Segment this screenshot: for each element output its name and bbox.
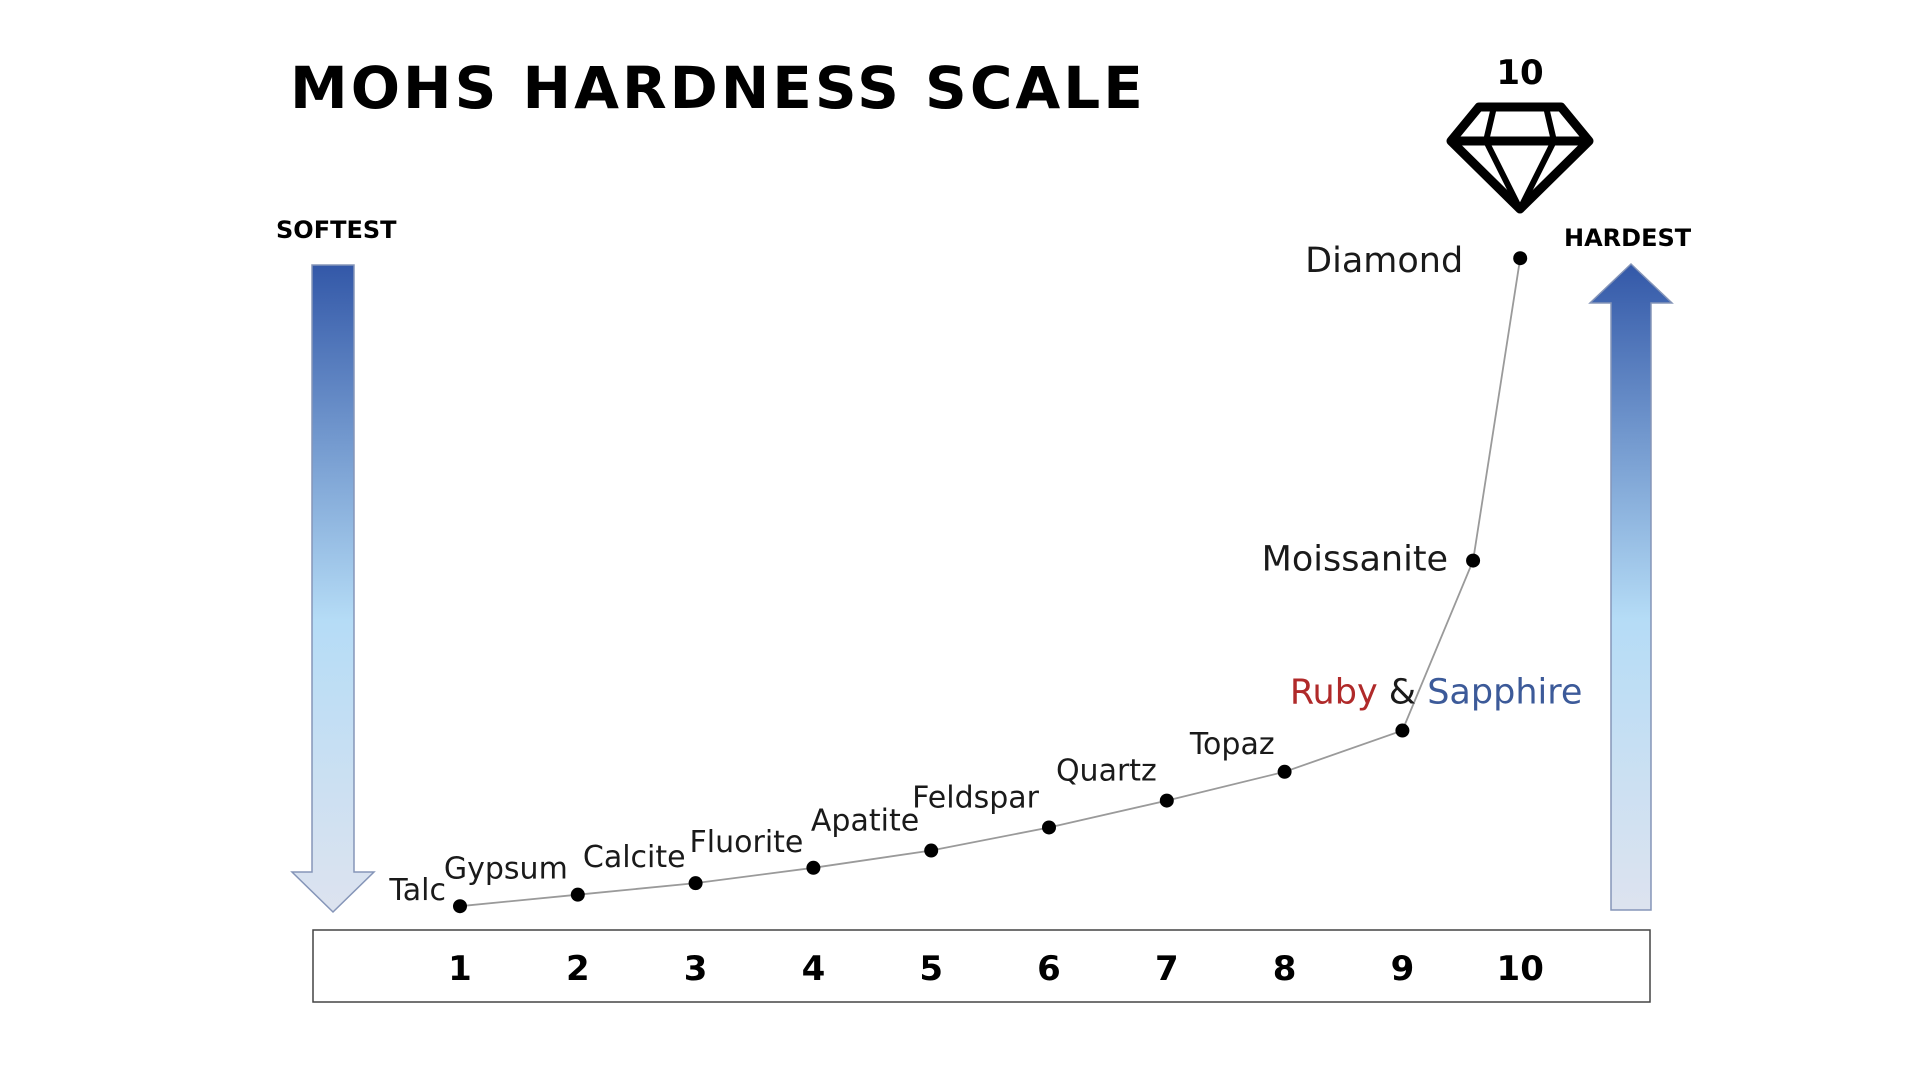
x-axis-ticks: 1 2 3 4 5 6 7 8 9 10 — [448, 949, 1544, 989]
hardest-up-arrow — [1588, 262, 1674, 911]
softest-down-arrow — [290, 264, 376, 914]
tick-label-8: 8 — [1273, 949, 1297, 989]
tick-label-2: 2 — [566, 949, 590, 989]
point-diamond — [1513, 251, 1528, 266]
label-gypsum: Gypsum — [444, 852, 568, 887]
diamond-icon — [1446, 102, 1594, 214]
point-talc — [453, 899, 467, 914]
point-gypsum — [570, 887, 585, 902]
point-ruby-sapphire — [1395, 723, 1410, 738]
label-calcite: Calcite — [583, 840, 686, 875]
data-points — [453, 251, 1528, 914]
diamond-hardness-value: 10 — [1496, 53, 1543, 93]
tick-label-3: 3 — [684, 949, 708, 989]
x-axis-box — [312, 929, 1651, 1003]
point-quartz — [1159, 793, 1174, 808]
point-calcite — [688, 876, 703, 891]
hardest-label: HARDEST — [1564, 224, 1692, 252]
point-topaz — [1277, 764, 1292, 779]
label-part-amp: & — [1378, 673, 1428, 713]
label-fluorite: Fluorite — [690, 825, 804, 860]
tick-label-1: 1 — [448, 949, 472, 989]
label-part-sapphire: Sapphire — [1427, 673, 1582, 713]
point-fluorite — [806, 860, 821, 875]
softest-label: SOFTEST — [276, 216, 397, 244]
label-diamond: Diamond — [1305, 241, 1463, 281]
tick-label-7: 7 — [1155, 949, 1179, 989]
point-feldspar — [1042, 820, 1056, 835]
point-moissanite — [1466, 553, 1481, 568]
label-quartz: Quartz — [1056, 754, 1157, 789]
label-moissanite: Moissanite — [1262, 540, 1448, 580]
label-talc: Talc — [388, 873, 446, 908]
tick-label-4: 4 — [802, 949, 826, 989]
tick-label-9: 9 — [1391, 949, 1415, 989]
label-feldspar: Feldspar — [912, 780, 1040, 815]
point-apatite — [924, 843, 939, 858]
label-ruby-sapphire: Ruby & Sapphire — [1290, 673, 1583, 713]
label-part-ruby: Ruby — [1290, 673, 1378, 713]
tick-label-6: 6 — [1037, 949, 1061, 989]
label-apatite: Apatite — [811, 804, 919, 839]
chart-title: MOHS HARDNESS SCALE — [290, 54, 1146, 122]
tick-label-5: 5 — [919, 949, 943, 989]
tick-label-10: 10 — [1497, 949, 1544, 989]
label-topaz: Topaz — [1189, 727, 1275, 762]
